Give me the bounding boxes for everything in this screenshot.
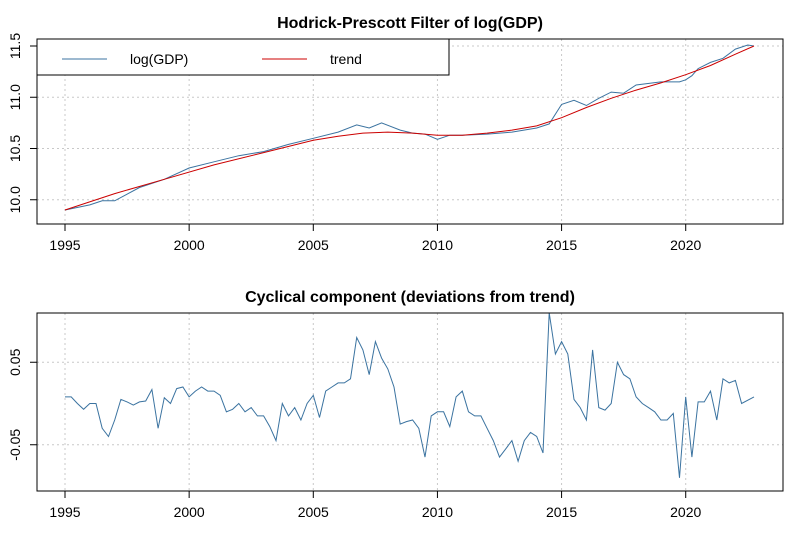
series-line-trend [64,45,755,211]
hp-filter-panel: Hodrick-Prescott Filter of log(GDP) 1995… [7,15,784,253]
cyclical-y-axis: -0.05 0.05 [7,348,37,461]
y-tick-label-1: 10.5 [7,135,23,162]
cyclical-plot-frame [36,312,784,492]
y-tick-label-1: 0.05 [7,348,23,375]
x-tick-label-2020: 2020 [670,237,701,253]
y-tick-label-2: 11.0 [7,84,23,110]
legend-label-log-gdp: log(GDP) [130,51,188,67]
y-tick-label-0: 10.0 [7,186,23,213]
x-tick-label-2005: 2005 [298,504,329,520]
x-tick-label-2020: 2020 [670,504,701,520]
x-tick-label-2005: 2005 [298,237,329,253]
x-tick-label-1995: 1995 [49,504,80,520]
hp-filter-series [64,44,755,211]
cyclical-panel: Cyclical component (deviations from tren… [7,289,784,520]
x-tick-label-2010: 2010 [422,504,453,520]
x-tick-label-2000: 2000 [174,237,205,253]
cyclical-grid [37,313,783,491]
legend: log(GDP) trend [36,38,450,76]
x-tick-label-2010: 2010 [422,237,453,253]
y-tick-label-3: 11.5 [7,33,23,59]
cyclical-series [65,312,755,478]
y-tick-label-0: -0.05 [7,429,23,461]
legend-label-trend: trend [330,51,362,67]
x-tick-label-2015: 2015 [546,237,577,253]
series-line-cycle [65,312,755,478]
hp-filter-x-axis: 1995 2000 2005 2010 2015 2020 [49,224,702,253]
cyclical-title: Cyclical component (deviations from tren… [245,289,575,306]
x-tick-label-2015: 2015 [546,504,577,520]
x-tick-label-2000: 2000 [174,504,205,520]
x-tick-label-1995: 1995 [49,237,80,253]
hp-filter-title: Hodrick-Prescott Filter of log(GDP) [277,15,543,32]
legend-box [36,38,450,76]
hp-filter-y-axis: 10.0 10.5 11.0 11.5 [7,33,37,213]
cyclical-x-axis: 1995 2000 2005 2010 2015 2020 [49,491,702,520]
